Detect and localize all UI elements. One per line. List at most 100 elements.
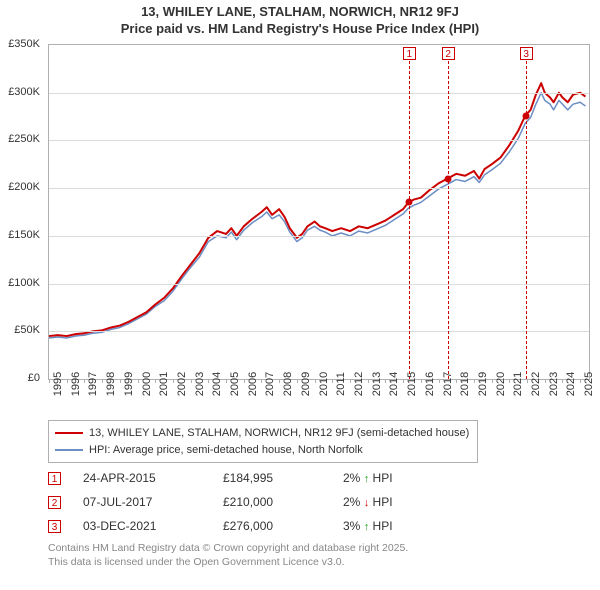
transaction-price: £276,000 bbox=[223, 519, 343, 533]
chart-plot-area: 1 2 3 bbox=[48, 44, 590, 380]
x-tick bbox=[49, 379, 50, 383]
page: 13, WHILEY LANE, STALHAM, NORWICH, NR12 … bbox=[0, 0, 600, 590]
legend: 13, WHILEY LANE, STALHAM, NORWICH, NR12 … bbox=[48, 420, 478, 463]
series-hpi bbox=[49, 93, 585, 338]
x-tick-label: 2004 bbox=[211, 372, 223, 396]
footer: Contains HM Land Registry data © Crown c… bbox=[48, 542, 408, 569]
x-tick-label: 2016 bbox=[424, 372, 436, 396]
x-tick-label: 2019 bbox=[477, 372, 489, 396]
marker-box-3: 3 bbox=[520, 47, 533, 60]
x-tick-label: 2002 bbox=[176, 372, 188, 396]
x-tick-label: 2009 bbox=[300, 372, 312, 396]
x-tick bbox=[138, 379, 139, 383]
transaction-price: £184,995 bbox=[223, 471, 343, 485]
transaction-marker: 1 bbox=[48, 472, 61, 485]
y-tick-label: £100K bbox=[0, 277, 44, 289]
x-tick bbox=[580, 379, 581, 383]
transactions-table: 124-APR-2015£184,9952% ↑ HPI207-JUL-2017… bbox=[48, 466, 463, 538]
x-tick-label: 2005 bbox=[229, 372, 241, 396]
x-tick bbox=[102, 379, 103, 383]
title-line-2: Price paid vs. HM Land Registry's House … bbox=[0, 21, 600, 38]
x-tick-label: 1995 bbox=[52, 372, 64, 396]
x-tick bbox=[315, 379, 316, 383]
x-tick bbox=[492, 379, 493, 383]
x-tick bbox=[297, 379, 298, 383]
x-tick bbox=[244, 379, 245, 383]
transaction-suffix: HPI bbox=[369, 519, 392, 533]
gridline bbox=[49, 284, 589, 285]
x-tick-label: 2000 bbox=[141, 372, 153, 396]
transaction-hpi: 2% ↓ HPI bbox=[343, 495, 463, 509]
x-tick-label: 2014 bbox=[388, 372, 400, 396]
x-tick bbox=[527, 379, 528, 383]
gridline bbox=[49, 236, 589, 237]
legend-row: HPI: Average price, semi-detached house,… bbox=[55, 442, 469, 459]
footer-line-2: This data is licensed under the Open Gov… bbox=[48, 556, 408, 570]
x-tick-label: 2013 bbox=[371, 372, 383, 396]
gridline bbox=[49, 140, 589, 141]
x-tick bbox=[120, 379, 121, 383]
x-tick bbox=[385, 379, 386, 383]
chart-svg bbox=[49, 45, 589, 379]
x-tick bbox=[261, 379, 262, 383]
marker-dot-3 bbox=[522, 112, 529, 119]
marker-line-1 bbox=[409, 61, 410, 379]
x-tick-label: 2011 bbox=[335, 372, 347, 396]
legend-swatch bbox=[55, 449, 83, 451]
x-tick-label: 1997 bbox=[87, 372, 99, 396]
gridline bbox=[49, 93, 589, 94]
legend-label: 13, WHILEY LANE, STALHAM, NORWICH, NR12 … bbox=[89, 425, 469, 442]
marker-line-2 bbox=[448, 61, 449, 379]
transaction-row: 124-APR-2015£184,9952% ↑ HPI bbox=[48, 466, 463, 490]
transaction-price: £210,000 bbox=[223, 495, 343, 509]
y-tick-label: £300K bbox=[0, 86, 44, 98]
x-tick-label: 2012 bbox=[353, 372, 365, 396]
x-tick bbox=[562, 379, 563, 383]
x-tick-label: 2001 bbox=[158, 372, 170, 396]
y-tick-label: £350K bbox=[0, 38, 44, 50]
x-tick bbox=[208, 379, 209, 383]
x-tick-label: 2003 bbox=[194, 372, 206, 396]
transaction-row: 3 03-DEC-2021£276,0003% ↑ HPI bbox=[48, 514, 463, 538]
y-tick-label: £200K bbox=[0, 181, 44, 193]
x-tick-label: 2018 bbox=[459, 372, 471, 396]
marker-box-2: 2 bbox=[442, 47, 455, 60]
transaction-hpi: 3% ↑ HPI bbox=[343, 519, 463, 533]
x-tick-label: 1999 bbox=[123, 372, 135, 396]
transaction-date: 03-DEC-2021 bbox=[83, 519, 223, 533]
marker-dot-1 bbox=[405, 199, 412, 206]
x-tick bbox=[67, 379, 68, 383]
transaction-delta: 3% bbox=[343, 519, 364, 533]
x-tick-label: 1996 bbox=[70, 372, 82, 396]
x-tick bbox=[474, 379, 475, 383]
y-tick-label: £250K bbox=[0, 133, 44, 145]
legend-label: HPI: Average price, semi-detached house,… bbox=[89, 442, 363, 459]
x-tick bbox=[403, 379, 404, 383]
transaction-row: 207-JUL-2017£210,0002% ↓ HPI bbox=[48, 490, 463, 514]
marker-box-1: 1 bbox=[403, 47, 416, 60]
x-tick-label: 2008 bbox=[282, 372, 294, 396]
x-tick-label: 2015 bbox=[406, 372, 418, 396]
x-tick-label: 2006 bbox=[247, 372, 259, 396]
transaction-marker: 3 bbox=[48, 520, 61, 533]
title-block: 13, WHILEY LANE, STALHAM, NORWICH, NR12 … bbox=[0, 0, 600, 38]
title-line-1: 13, WHILEY LANE, STALHAM, NORWICH, NR12 … bbox=[0, 4, 600, 21]
x-tick bbox=[332, 379, 333, 383]
x-tick-label: 2020 bbox=[495, 372, 507, 396]
x-tick bbox=[350, 379, 351, 383]
x-tick-label: 2022 bbox=[530, 372, 542, 396]
x-tick bbox=[279, 379, 280, 383]
legend-row: 13, WHILEY LANE, STALHAM, NORWICH, NR12 … bbox=[55, 425, 469, 442]
x-tick bbox=[509, 379, 510, 383]
x-tick-label: 2010 bbox=[318, 372, 330, 396]
x-tick-label: 2007 bbox=[264, 372, 276, 396]
transaction-hpi: 2% ↑ HPI bbox=[343, 471, 463, 485]
transaction-suffix: HPI bbox=[369, 471, 392, 485]
transaction-delta: 2% bbox=[343, 495, 364, 509]
x-tick bbox=[155, 379, 156, 383]
transaction-suffix: HPI bbox=[369, 495, 392, 509]
marker-line-3 bbox=[526, 61, 527, 379]
x-tick-label: 2024 bbox=[565, 372, 577, 396]
legend-swatch bbox=[55, 432, 83, 434]
x-tick-label: 2025 bbox=[583, 372, 595, 396]
